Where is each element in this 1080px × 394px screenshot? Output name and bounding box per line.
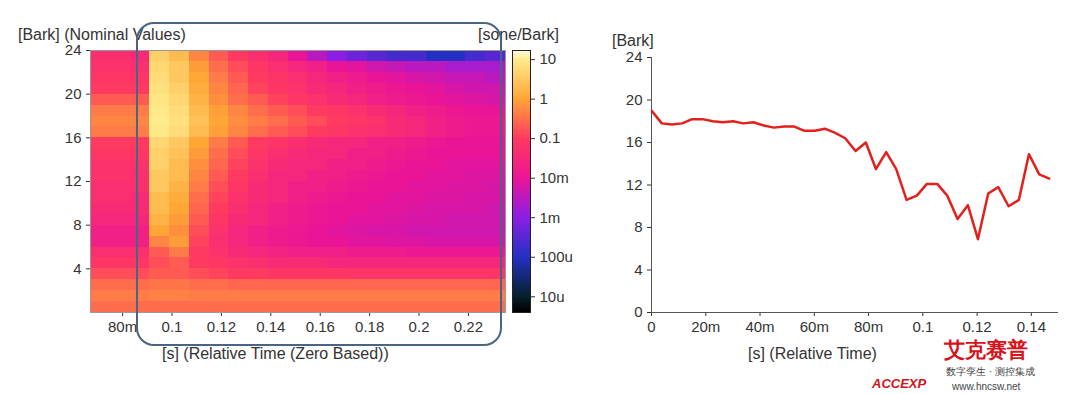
html-text:艾克赛普: 艾克赛普 (944, 338, 1028, 361)
svg-text:16: 16 (626, 133, 643, 150)
svg-text:0.12: 0.12 (962, 318, 991, 335)
svg-text:10: 10 (540, 50, 557, 67)
svg-text:0.1: 0.1 (912, 318, 933, 335)
svg-text:8: 8 (634, 218, 642, 235)
svg-text:16: 16 (65, 129, 82, 146)
svg-text:80m: 80m (854, 318, 883, 335)
svg-text:0.14: 0.14 (256, 318, 285, 335)
svg-text:0.1: 0.1 (540, 129, 561, 146)
svg-text:0: 0 (634, 303, 642, 320)
html-text:数字孪生 · 测控集成: 数字孪生 · 测控集成 (946, 366, 1035, 377)
svg-text:60m: 60m (800, 318, 829, 335)
svg-text:100u: 100u (540, 248, 573, 265)
svg-text:40m: 40m (745, 318, 774, 335)
html-text:[sone/Bark]: [sone/Bark] (478, 26, 559, 43)
html-text:[Bark] (Nominal Values): [Bark] (Nominal Values) (18, 26, 186, 43)
svg-text:0: 0 (647, 318, 655, 335)
svg-text:0.16: 0.16 (306, 318, 335, 335)
svg-text:4: 4 (634, 261, 642, 278)
html-text:[s] (Relative Time (Zero Based: [s] (Relative Time (Zero Based)) (162, 345, 389, 362)
html-text:[s] (Relative Time): [s] (Relative Time) (748, 345, 877, 362)
svg-text:24: 24 (626, 48, 643, 65)
svg-text:4: 4 (73, 260, 81, 277)
html-text:www.hncsw.net: www.hncsw.net (952, 381, 1021, 392)
html-text:ACCEXP: ACCEXP (872, 376, 927, 391)
svg-text:20: 20 (626, 91, 643, 108)
svg-text:12: 12 (626, 176, 643, 193)
svg-text:0.1: 0.1 (162, 318, 183, 335)
svg-text:1: 1 (540, 90, 548, 107)
svg-text:8: 8 (73, 216, 81, 233)
svg-text:80m: 80m (108, 318, 137, 335)
svg-text:10m: 10m (540, 169, 569, 186)
svg-text:0.18: 0.18 (355, 318, 384, 335)
html-text:[Bark]: [Bark] (612, 32, 654, 49)
svg-text:0.12: 0.12 (207, 318, 236, 335)
svg-text:20m: 20m (691, 318, 720, 335)
svg-text:20: 20 (65, 85, 82, 102)
svg-text:1m: 1m (540, 209, 561, 226)
svg-text:0.14: 0.14 (1017, 318, 1046, 335)
svg-text:0.22: 0.22 (454, 318, 483, 335)
svg-text:12: 12 (65, 172, 82, 189)
svg-text:10u: 10u (540, 288, 565, 305)
svg-text:24: 24 (65, 41, 82, 58)
svg-text:0.2: 0.2 (409, 318, 430, 335)
